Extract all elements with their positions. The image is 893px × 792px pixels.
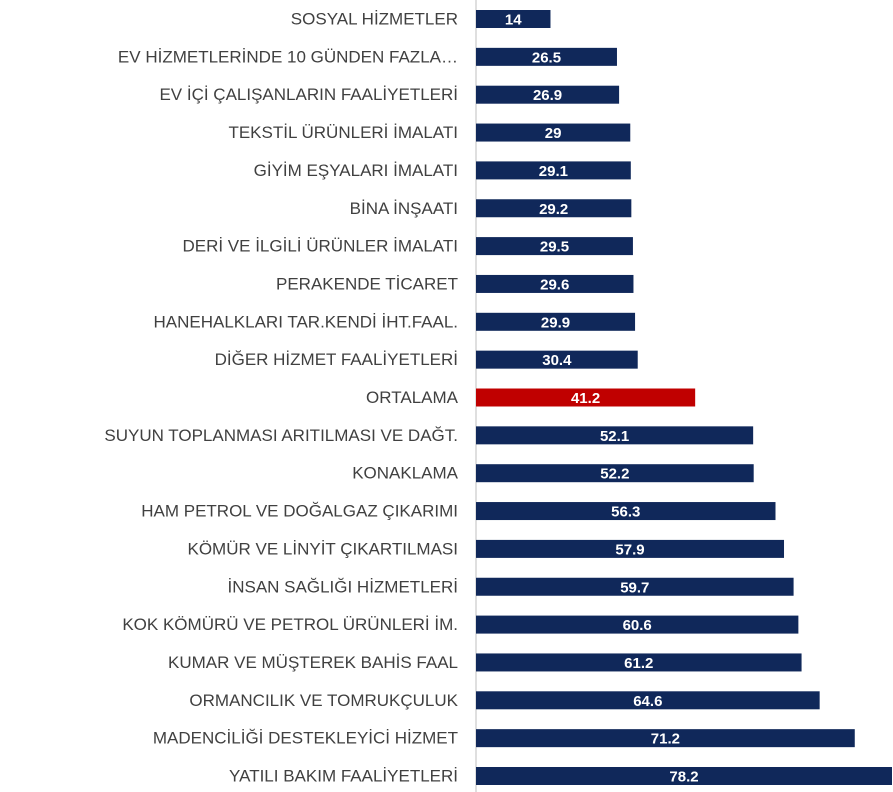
bar	[476, 653, 802, 672]
category-label: MADENCİLİĞİ DESTEKLEYİCİ HİZMET	[153, 729, 458, 748]
bar	[476, 47, 617, 66]
value-label: 29.1	[539, 163, 568, 180]
bar	[476, 312, 636, 331]
value-label: 29.5	[540, 239, 569, 256]
category-label: SOSYAL HİZMETLER	[291, 10, 458, 29]
category-label: İNSAN SAĞLIĞI HİZMETLERİ	[228, 577, 459, 596]
bar	[476, 539, 785, 558]
bar	[476, 350, 638, 369]
bar	[476, 615, 799, 634]
bar	[476, 85, 620, 104]
value-label: 52.1	[600, 428, 629, 445]
bar	[476, 464, 754, 483]
category-label: KOK KÖMÜRÜ VE PETROL ÜRÜNLERİ İM.	[122, 615, 458, 634]
bar	[476, 502, 776, 521]
category-label: KUMAR VE MÜŞTEREK BAHİS FAAL	[168, 653, 458, 672]
value-label: 59.7	[620, 579, 649, 596]
value-label: 30.4	[542, 352, 572, 369]
bar	[476, 577, 794, 596]
value-label: 71.2	[651, 731, 680, 748]
value-label: 60.6	[623, 617, 652, 634]
category-label: GİYİM EŞYALARI İMALATI	[254, 161, 458, 180]
bar	[476, 123, 631, 142]
category-label: BİNA İNŞAATI	[350, 199, 458, 218]
bar	[476, 161, 631, 180]
category-label: EV HİZMETLERİNDE 10 GÜNDEN FAZLA…	[118, 47, 458, 66]
category-label: TEKSTİL ÜRÜNLERİ İMALATI	[228, 123, 458, 142]
value-label: 61.2	[624, 655, 653, 672]
bar	[476, 237, 633, 256]
category-label: HANEHALKLARI TAR.KENDİ İHT.FAAL.	[153, 312, 458, 331]
category-label: HAM PETROL VE DOĞALGAZ ÇIKARIMI	[141, 502, 458, 521]
category-label: DERİ VE İLGİLİ ÜRÜNLER İMALATI	[182, 237, 458, 256]
value-label: 78.2	[669, 769, 698, 786]
value-label: 29.9	[541, 314, 570, 331]
bar	[476, 10, 551, 28]
category-label: PERAKENDE TİCARET	[276, 274, 458, 293]
bar	[476, 729, 855, 748]
category-label: YATILI BAKIM FAALİYETLERİ	[229, 767, 458, 786]
value-label: 29	[545, 125, 562, 142]
value-label: 29.2	[539, 201, 568, 218]
value-label: 64.6	[633, 693, 662, 710]
bar	[476, 274, 634, 293]
bar	[476, 199, 632, 218]
bar	[476, 691, 820, 710]
category-label: ORTALAMA	[366, 388, 459, 407]
category-label: EV İÇİ ÇALIŞANLARIN FAALİYETLERİ	[159, 85, 458, 104]
value-label: 26.5	[532, 49, 561, 66]
bar	[476, 426, 754, 445]
bar	[476, 767, 892, 785]
value-label: 56.3	[611, 504, 640, 521]
category-label: ORMANCILIK VE TOMRUKÇULUK	[189, 691, 458, 710]
value-label: 41.2	[571, 390, 600, 407]
value-label: 57.9	[615, 541, 644, 558]
value-label: 52.2	[600, 466, 629, 483]
value-label: 14	[505, 12, 522, 29]
value-label: 29.6	[540, 276, 569, 293]
category-label: KÖMÜR VE LİNYİT ÇIKARTILMASI	[188, 539, 459, 558]
category-label: SUYUN TOPLANMASI ARITILMASI VE DAĞT.	[104, 426, 458, 445]
category-label: DİĞER HİZMET FAALİYETLERİ	[215, 350, 458, 369]
category-label: KONAKLAMA	[352, 464, 458, 483]
value-label: 26.9	[533, 87, 562, 104]
bar	[476, 388, 696, 407]
